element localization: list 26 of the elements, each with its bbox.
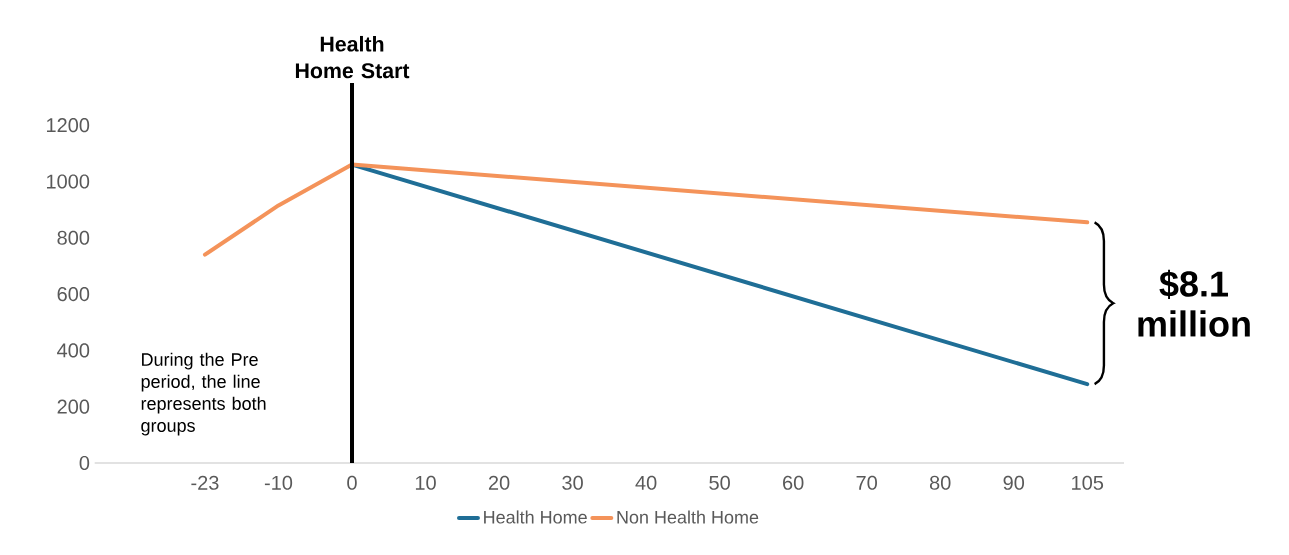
x-tick-label: 50	[709, 475, 730, 490]
line-series	[202, 162, 1090, 257]
x-tick-label: 60	[783, 475, 804, 490]
legend-label: Non Health Home	[617, 510, 759, 524]
x-tick-label: 70	[856, 475, 877, 490]
x-tick-label: -23	[191, 475, 219, 490]
x-tick-label: 80	[929, 475, 951, 490]
x-tick-label: 0	[347, 475, 357, 490]
x-tick-label: 20	[488, 475, 510, 490]
ref-line-label: Health Home Start	[295, 35, 410, 79]
x-tick-label: -10	[264, 475, 293, 490]
x-tick-label: 30	[562, 475, 583, 490]
x-tick-label: 10	[415, 475, 436, 490]
legend-label: Health Home	[484, 510, 587, 524]
text: $8.1 million	[1138, 269, 1250, 337]
y-tick-label: 200	[57, 399, 90, 414]
annotation: During the Pre period, the line represents both groups	[141, 352, 266, 436]
x-tick-label: 40	[635, 475, 657, 490]
y-tick-label: 1000	[47, 174, 90, 189]
y-tick-label: 0	[79, 455, 90, 471]
y-tick-label: 800	[57, 230, 90, 245]
x-tick-label: 90	[1003, 475, 1025, 490]
y-tick-label: 400	[57, 343, 90, 358]
y-tick-label: 1200	[47, 118, 90, 133]
x-tick-label: 105	[1072, 475, 1104, 490]
y-tick-label: 600	[57, 287, 90, 302]
